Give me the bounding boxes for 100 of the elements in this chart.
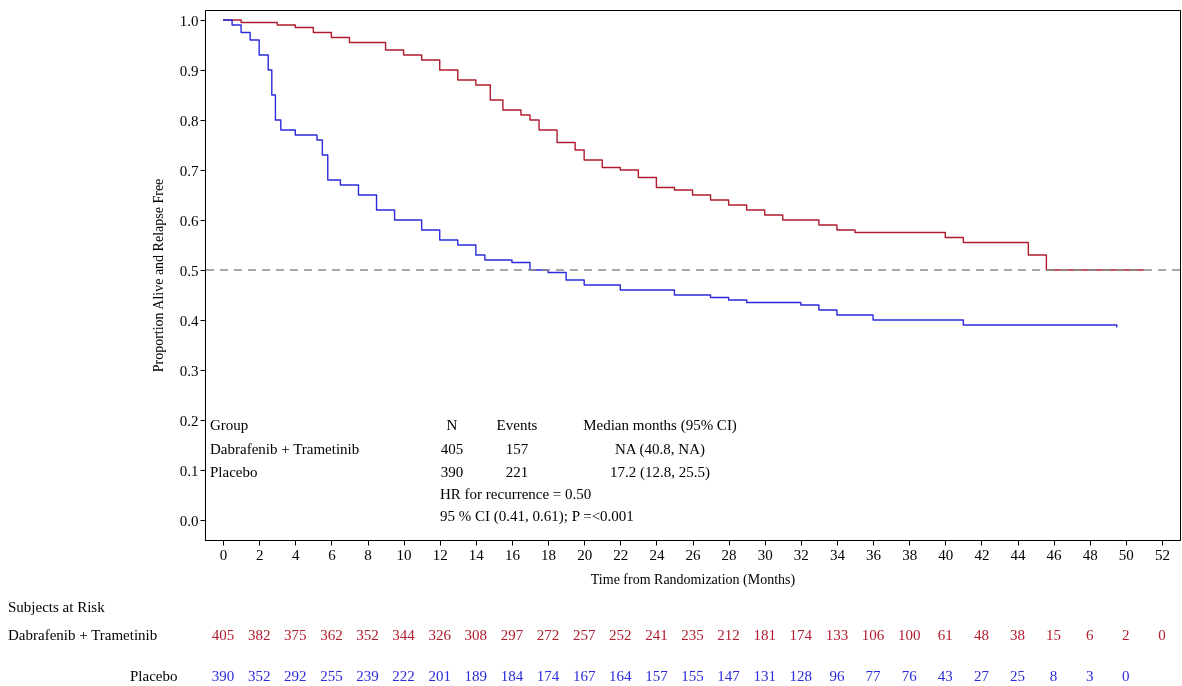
y-tick-label: 0.0 (179, 512, 199, 529)
text: 25 (1010, 668, 1025, 684)
x-tick-label: 18 (541, 546, 557, 563)
text: 27 (973, 668, 990, 684)
x-tick-label: 28 (721, 546, 737, 563)
text: 308 (464, 627, 488, 643)
x-tick-label: 42 (974, 546, 990, 563)
text: 174 (536, 668, 560, 684)
text: 252 (609, 627, 632, 643)
text: 0 (1122, 668, 1130, 684)
text: 235 (681, 627, 704, 643)
y-tick-label: 0.3 (179, 362, 199, 379)
text: 77 (865, 668, 882, 684)
x-tick-label: 52 (1154, 546, 1170, 563)
text: 297 (500, 627, 524, 643)
text: 6 (1085, 627, 1094, 643)
annotation: NA (40.8, NA) (615, 441, 705, 458)
y-tick-label: 1.0 (179, 12, 199, 29)
y-tick-label: 0.8 (179, 112, 199, 129)
y-tick-label: 0.4 (179, 312, 199, 329)
text: 96 (829, 668, 845, 684)
text: 76 (901, 668, 918, 684)
y-tick-label: 0.5 (179, 262, 199, 279)
x-tick-label: 36 (866, 546, 882, 563)
text: 382 (247, 627, 271, 643)
x-tick-label: 46 (1046, 546, 1063, 563)
text: 272 (536, 627, 560, 643)
text: 0 (1158, 627, 1166, 643)
text: 155 (681, 668, 704, 684)
text: Placebo (130, 668, 178, 684)
x-tick-label: 26 (685, 546, 701, 563)
y-tick-label: 0.9 (179, 62, 199, 79)
annotation: N (446, 417, 458, 433)
text: 15 (1046, 627, 1062, 643)
text: 390 (211, 668, 235, 684)
x-tick-label: 4 (292, 546, 301, 563)
text: 2 (1122, 627, 1130, 643)
text: 131 (753, 668, 776, 684)
text: 8 (1049, 668, 1058, 684)
x-tick-label: 40 (938, 546, 954, 563)
text: Subjects at Risk (8, 599, 106, 615)
annotation: Dabrafenib + Trametinib (210, 441, 360, 457)
y-tick-label: 0.2 (179, 412, 199, 429)
x-tick-label: 20 (577, 546, 593, 563)
x-tick-label: 2 (255, 546, 264, 563)
text: 61 (937, 627, 953, 643)
annotation: 95 % CI (0.41, 0.61); P =<0.001 (440, 508, 634, 525)
text: 174 (789, 627, 813, 643)
text: 344 (392, 627, 416, 643)
x-tick-label: 34 (829, 546, 846, 563)
text: 201 (428, 668, 451, 684)
x-tick-label: 24 (649, 546, 665, 563)
text: 255 (320, 668, 343, 684)
x-tick-label: 22 (613, 546, 629, 563)
x-tick-label: 6 (328, 546, 337, 563)
x-tick-label: 38 (902, 546, 918, 563)
text: 48 (973, 627, 989, 643)
x-tick-label: 16 (504, 546, 521, 563)
text: 405 (211, 627, 235, 643)
annotation: 17.2 (12.8, 25.5) (610, 464, 710, 481)
x-tick-label: 12 (432, 546, 448, 563)
text: 100 (897, 627, 921, 643)
x-tick-label: 44 (1010, 546, 1026, 563)
text: 362 (320, 627, 343, 643)
x-axis-title: Time from Randomization (Months) (590, 571, 796, 588)
text: 326 (428, 627, 452, 643)
text: 241 (645, 627, 668, 643)
text: 212 (717, 627, 740, 643)
text: 43 (937, 668, 953, 684)
annotation: Group (210, 417, 249, 433)
text: 257 (572, 627, 596, 643)
text: 292 (284, 668, 307, 684)
x-tick-label: 50 (1118, 546, 1134, 563)
annotation: Median months (95% CI) (583, 417, 737, 434)
annotation: Placebo (210, 464, 258, 480)
x-tick-label: 32 (793, 546, 809, 563)
text: 222 (392, 668, 415, 684)
annotation: 221 (505, 464, 529, 480)
y-tick-label: 0.7 (179, 162, 199, 179)
y-tick-label: 0.6 (179, 212, 199, 229)
annotation: HR for recurrence = 0.50 (440, 486, 592, 502)
y-tick-label: 0.1 (179, 462, 199, 479)
x-tick-label: 30 (757, 546, 773, 563)
text: 167 (572, 668, 596, 684)
text: 133 (825, 627, 849, 643)
text: 3 (1085, 668, 1094, 684)
text: 239 (356, 668, 379, 684)
text: 106 (861, 627, 885, 643)
annotation: Events (496, 417, 538, 433)
text: 352 (247, 668, 271, 684)
text: 38 (1010, 627, 1025, 643)
y-axis-title: Proportion Alive and Relapse Free (150, 178, 166, 373)
annotation: 157 (505, 441, 529, 457)
text: 375 (284, 627, 307, 643)
text: Dabrafenib + Trametinib (8, 627, 158, 643)
x-tick-label: 10 (396, 546, 412, 563)
x-tick-label: 0 (219, 546, 228, 563)
x-tick-label: 14 (468, 546, 485, 563)
text: 181 (753, 627, 776, 643)
annotation: 405 (440, 441, 464, 457)
